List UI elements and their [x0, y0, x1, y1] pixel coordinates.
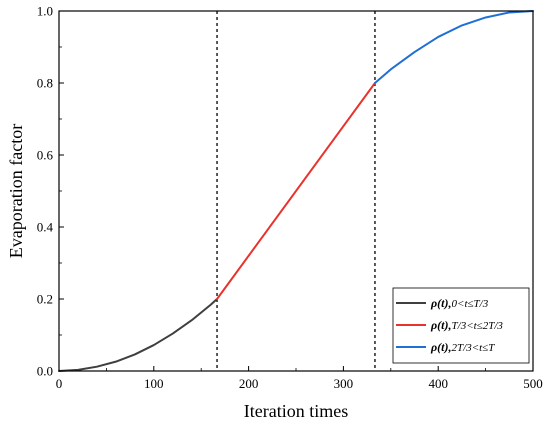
y-axis-title: Evaporation factor [6, 124, 26, 258]
series-line-3 [373, 10, 534, 84]
series-line-1 [58, 298, 219, 372]
y-tick-label: 0.8 [37, 76, 53, 91]
legend-label-3: ρ(t),2T/3<t≤T [430, 340, 495, 354]
x-tick-label: 400 [428, 376, 448, 391]
y-tick-label: 0.6 [37, 148, 54, 163]
legend-label-1: ρ(t),0<t≤T/3 [430, 296, 489, 310]
x-tick-label: 300 [334, 376, 354, 391]
legend-label-2: ρ(t),T/3<t≤2T/3 [430, 318, 503, 332]
x-axis-title: Iteration times [244, 401, 348, 421]
x-tick-label: 500 [523, 376, 543, 391]
y-tick-label: 0.0 [37, 364, 53, 379]
x-tick-label: 200 [239, 376, 259, 391]
y-tick-label: 1.0 [37, 4, 53, 19]
series-line-2 [216, 82, 376, 300]
y-tick-label: 0.2 [37, 292, 53, 307]
x-tick-label: 100 [144, 376, 164, 391]
y-tick-label: 0.4 [37, 220, 54, 235]
x-tick-label: 0 [56, 376, 63, 391]
